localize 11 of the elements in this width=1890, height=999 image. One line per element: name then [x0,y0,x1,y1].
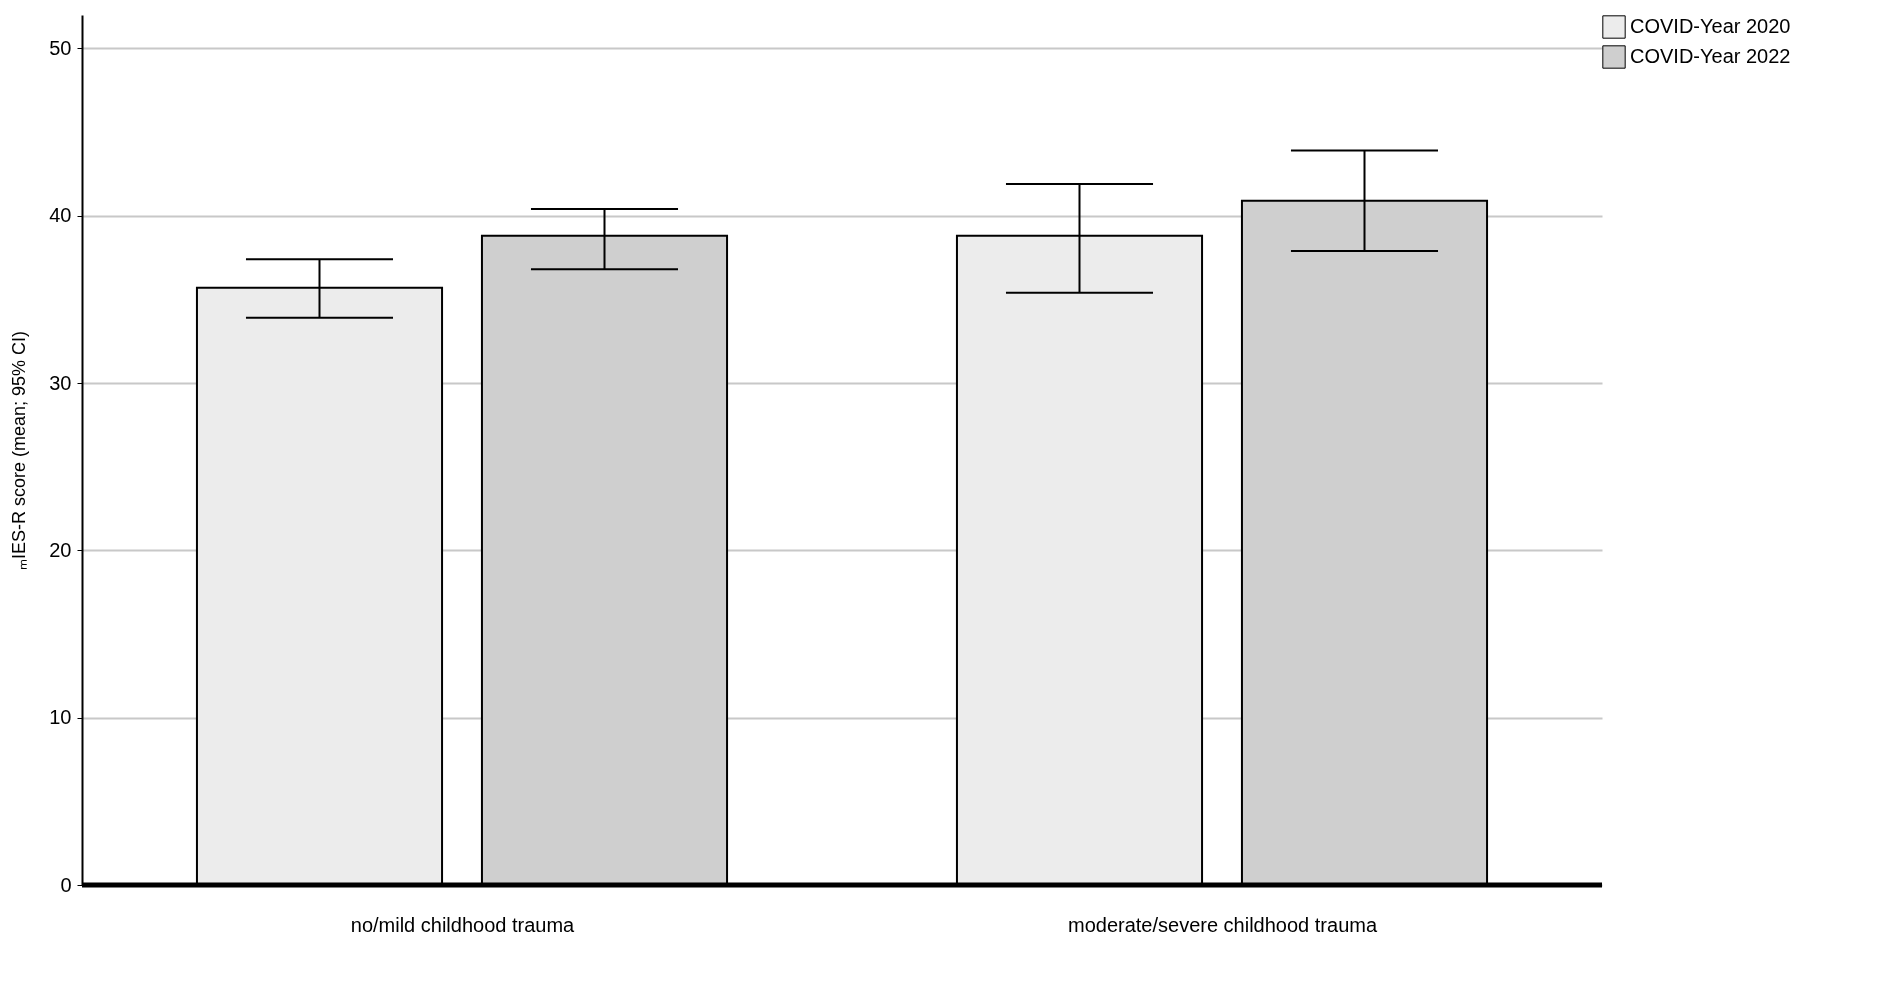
x-tick-label: moderate/severe childhood trauma [1067,913,1378,936]
legend-label: COVID-Year 2020 [1630,15,1791,37]
y-tick-label: 50 [49,36,72,59]
y-tick-label: 20 [49,538,72,561]
x-tick-label: no/mild childhood trauma [350,913,576,936]
y-tick-label: 30 [49,371,72,394]
y-tick-label: 0 [60,873,72,896]
y-tick-label: 40 [49,204,72,227]
y-axis-title: ₘIES-R score (mean; 95% CI) [9,330,30,571]
y-tick-label: 10 [49,706,72,729]
legend-label: COVID-Year 2022 [1630,45,1791,67]
